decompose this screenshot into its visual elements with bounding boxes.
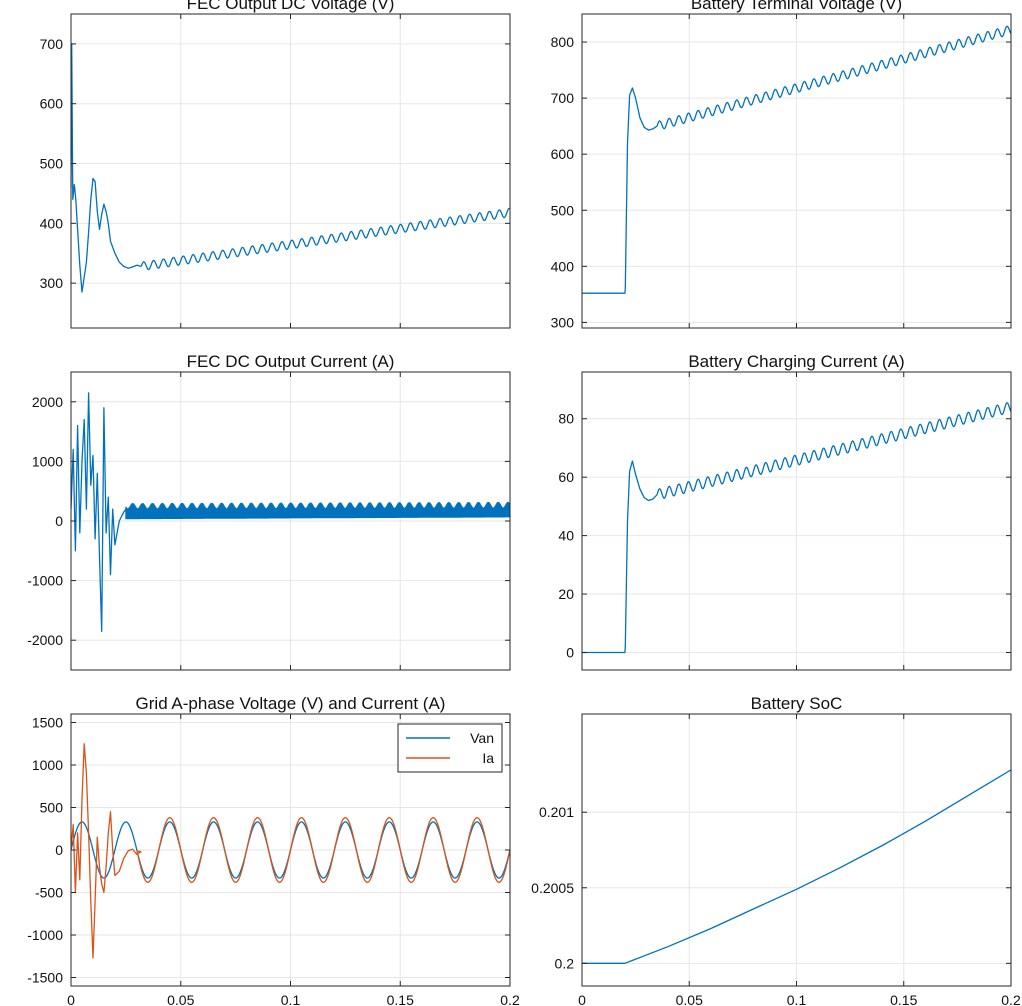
y-tick-label: -1000 bbox=[27, 927, 63, 943]
series-line-1-transient bbox=[582, 460, 658, 654]
x-tick-label: 0.1 bbox=[281, 992, 301, 1006]
series-line-ia-transient bbox=[71, 743, 142, 959]
chart-title: FEC Output DC Voltage (V) bbox=[187, 0, 395, 13]
y-tick-label: 20 bbox=[558, 586, 574, 602]
y-tick-label: 0.2005 bbox=[531, 880, 574, 896]
y-tick-label: 0 bbox=[55, 513, 63, 529]
y-tick-label: 500 bbox=[40, 800, 64, 816]
y-tick-label: 800 bbox=[551, 34, 575, 50]
legend-label: Van bbox=[470, 730, 494, 746]
chart-title: Battery Terminal Voltage (V) bbox=[691, 0, 902, 13]
y-tick-label: 60 bbox=[558, 469, 574, 485]
y-tick-label: 300 bbox=[40, 275, 64, 291]
plot-lines bbox=[582, 25, 1011, 294]
y-tick-label: 700 bbox=[551, 90, 575, 106]
series-line-1-transient bbox=[582, 769, 1011, 964]
chart-title: Grid A-phase Voltage (V) and Current (A) bbox=[136, 694, 446, 713]
y-tick-label: -1000 bbox=[27, 573, 63, 589]
legend-label: Ia bbox=[482, 750, 494, 766]
plot-lines bbox=[71, 743, 510, 959]
y-tick-label: 0.2 bbox=[555, 955, 575, 971]
chart-panel-4: 300 400 500 600 700 800 Battery Terminal Volta… bbox=[551, 0, 1012, 330]
series-line-1 bbox=[656, 402, 1011, 499]
plot-lines bbox=[582, 402, 1011, 654]
chart-title: FEC DC Output Current (A) bbox=[187, 352, 395, 371]
x-tick-label: 0.1 bbox=[787, 992, 807, 1006]
x-tick-label: 0.2 bbox=[500, 992, 520, 1006]
x-tick-label: 0 bbox=[67, 992, 75, 1006]
y-tick-label: 500 bbox=[551, 202, 575, 218]
chart-title: Battery Charging Current (A) bbox=[688, 352, 904, 371]
y-tick-label: 600 bbox=[40, 96, 64, 112]
x-tick-label: 0.05 bbox=[676, 992, 703, 1006]
series-band-1 bbox=[125, 501, 510, 520]
y-tick-label: 80 bbox=[558, 411, 574, 427]
y-tick-label: 700 bbox=[40, 36, 64, 52]
y-tick-label: 2000 bbox=[32, 394, 63, 410]
legend: Van Ia bbox=[397, 723, 503, 773]
y-tick-label: 1500 bbox=[32, 715, 63, 731]
y-tick-label: 400 bbox=[40, 215, 64, 231]
y-tick-label: 1000 bbox=[32, 757, 63, 773]
y-tick-label: 300 bbox=[551, 314, 575, 330]
x-tick-label: 0.05 bbox=[167, 992, 194, 1006]
series-line-1 bbox=[140, 207, 510, 271]
y-tick-label: 0 bbox=[55, 842, 63, 858]
y-tick-label: -500 bbox=[35, 885, 63, 901]
y-tick-label: 500 bbox=[40, 156, 64, 172]
chart-panel-5: 0 20 40 60 80 Battery Charging Current (A) bbox=[558, 352, 1012, 671]
y-tick-label: 1000 bbox=[32, 453, 63, 469]
y-tick-label: -2000 bbox=[27, 632, 63, 648]
series-line-ia bbox=[136, 817, 510, 883]
x-tick-label: 0.15 bbox=[890, 992, 917, 1006]
plot-lines bbox=[582, 769, 1011, 964]
x-tick-label: 0.2 bbox=[1001, 992, 1021, 1006]
y-tick-label: 400 bbox=[551, 258, 575, 274]
y-tick-label: 40 bbox=[558, 528, 574, 544]
y-tick-label: 0 bbox=[566, 644, 574, 660]
series-line-1-transient bbox=[582, 87, 658, 294]
y-tick-label: 0.201 bbox=[539, 804, 574, 820]
series-line-1 bbox=[656, 25, 1011, 130]
y-tick-label: 600 bbox=[551, 146, 575, 162]
chart-panel-1: 300 400 500 600 700 FEC Output DC Voltage (V) bbox=[40, 0, 511, 329]
chart-panel-6: 0.2 0.2005 0.201 0 0.05 0.1 0.15 0.2 Battery SoC bbox=[531, 694, 1021, 1006]
x-tick-label: 0.15 bbox=[387, 992, 414, 1006]
chart-panel-2: -2000 -1000 0 1000 2000 FEC DC Output Current… bbox=[27, 352, 511, 671]
y-tick-label: -1500 bbox=[27, 970, 63, 986]
x-tick-label: 0 bbox=[578, 992, 586, 1006]
plot-lines bbox=[71, 43, 510, 293]
series-line-1-transient bbox=[71, 43, 142, 293]
chart-panel-3: -1500 -1000 -500 0 500 1000 1500 0 0.05 0.1 0.15 0.… bbox=[27, 694, 520, 1006]
plot-lines bbox=[71, 392, 510, 632]
chart-title: Battery SoC bbox=[751, 694, 843, 713]
legend-box bbox=[397, 723, 503, 773]
series-line-1-transient bbox=[71, 392, 127, 632]
